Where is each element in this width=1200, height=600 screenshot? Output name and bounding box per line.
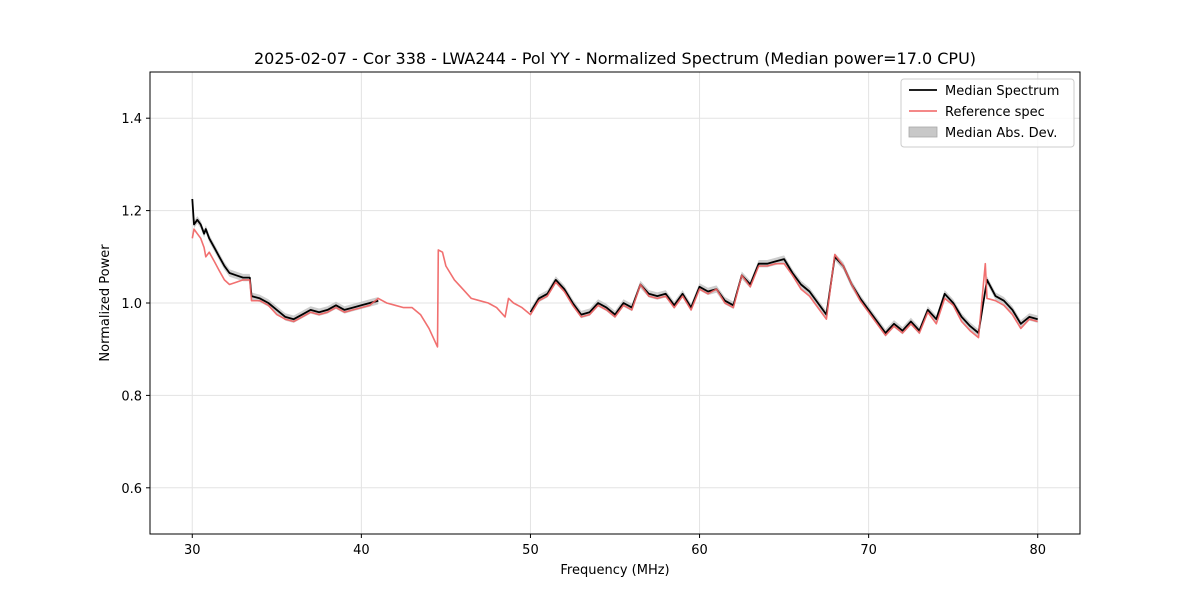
y-tick-label: 0.8 xyxy=(121,389,142,404)
x-tick-label: 70 xyxy=(860,543,877,558)
x-tick-label: 80 xyxy=(1029,543,1046,558)
x-tick-label: 30 xyxy=(184,543,201,558)
legend-median-label: Median Spectrum xyxy=(945,84,1059,99)
y-tick-label: 1.4 xyxy=(121,112,142,127)
chart-title: 2025-02-07 - Cor 338 - LWA244 - Pol YY -… xyxy=(254,49,976,68)
x-tick-label: 40 xyxy=(353,543,370,558)
legend-frame xyxy=(900,78,1075,148)
x-tick-label: 50 xyxy=(522,543,539,558)
legend-mad-label: Median Abs. Dev. xyxy=(945,126,1057,141)
median-spectrum-line xyxy=(529,255,1038,334)
legend: Median Spectrum Reference spec Median Ab… xyxy=(900,78,1075,148)
x-axis-label: Frequency (MHz) xyxy=(560,563,669,578)
legend-reference-label: Reference spec xyxy=(945,105,1045,120)
y-axis-ticks: 0.6 0.8 1.0 1.2 1.4 xyxy=(121,112,150,497)
legend-mad-swatch xyxy=(908,126,938,138)
y-tick-label: 1.0 xyxy=(121,297,142,312)
y-tick-label: 1.2 xyxy=(121,205,142,220)
reference-spectrum-line xyxy=(191,228,1038,348)
x-axis-ticks: 30 40 50 60 70 80 xyxy=(184,534,1046,558)
median-spectrum-line xyxy=(191,198,379,321)
y-tick-label: 0.6 xyxy=(121,482,142,497)
x-tick-label: 60 xyxy=(691,543,708,558)
y-axis-label: Normalized Power xyxy=(98,244,113,362)
plot-area xyxy=(191,195,1038,348)
